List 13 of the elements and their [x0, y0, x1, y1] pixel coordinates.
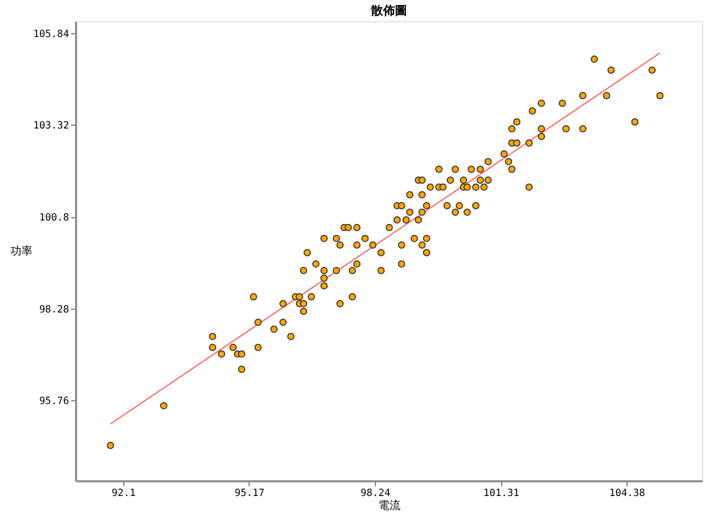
x-tick-label: 95.17: [234, 488, 264, 500]
x-tick-label: 104.38: [609, 488, 646, 500]
x-axis-title: 電流: [378, 499, 400, 512]
x-tick-label: 98.24: [360, 488, 390, 500]
x-tick-label: 92.1: [112, 488, 136, 500]
chart-title: 散佈圖: [370, 3, 407, 18]
x-tick-label: 101.31: [483, 488, 520, 500]
y-tick-label: 98.28: [39, 304, 70, 316]
y-axis-title: 功率: [10, 244, 32, 258]
y-tick-label: 100.8: [39, 212, 70, 224]
y-tick-label: 95.76: [39, 396, 70, 408]
y-tick-label: 105.84: [33, 28, 70, 40]
y-tick-label: 103.32: [33, 120, 70, 132]
